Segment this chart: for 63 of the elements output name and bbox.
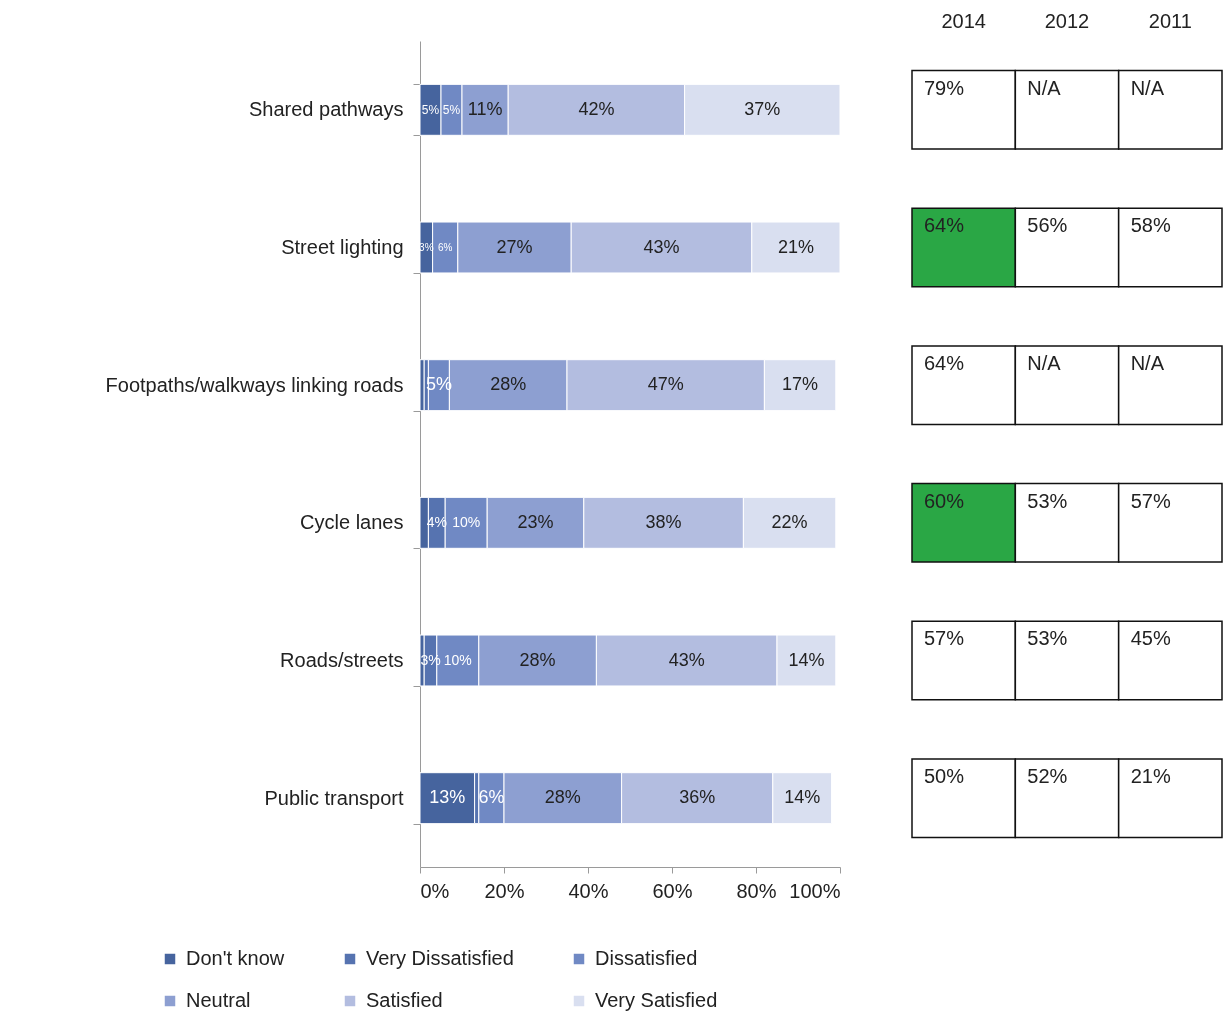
x-tick-label: 2011 <box>1148 9 1192 32</box>
legend-label: Very Satisfied <box>595 989 718 1011</box>
data-label: 45% <box>1130 627 1171 650</box>
x-tick-label: 40% <box>568 879 609 902</box>
data-label: 5% <box>421 102 440 117</box>
text: N/A <box>1130 351 1165 374</box>
data-label: 38% <box>645 511 682 532</box>
data-label: 14% <box>788 649 825 670</box>
legend-label: Don't know <box>186 947 285 969</box>
data-label: 36% <box>679 787 716 808</box>
x-tick-label: 60% <box>652 879 693 902</box>
y-tick-label: Footpaths/walkways linking roads <box>105 373 404 396</box>
data-label: 27% <box>496 236 533 257</box>
y-tick-label: Shared pathways <box>248 98 404 121</box>
text: N/A <box>1027 351 1061 374</box>
data-label: 47% <box>647 374 684 395</box>
data-label: 37% <box>744 98 781 119</box>
data-label: 21% <box>777 236 814 257</box>
data-label: 23% <box>517 511 554 532</box>
data-label: 22% <box>771 511 808 532</box>
x-tick-label: 20% <box>484 879 525 902</box>
data-label: 17% <box>782 374 819 395</box>
legend-label: Satisfied <box>366 989 443 1011</box>
data-label: 42% <box>578 98 615 119</box>
text: N/A <box>1027 76 1061 99</box>
data-label: 6% <box>437 241 453 253</box>
data-label: 79% <box>924 76 965 99</box>
data-label: 52% <box>1027 764 1068 787</box>
y-tick-label: Street lighting <box>281 236 404 258</box>
data-label: 10% <box>443 651 472 668</box>
data-label: 56% <box>1027 214 1068 237</box>
data-label: 53% <box>1027 627 1068 650</box>
data-label: 53% <box>1027 489 1068 512</box>
data-label: 11% <box>467 98 503 119</box>
y-tick-label: Cycle lanes <box>300 511 404 534</box>
data-label: 43% <box>668 649 705 670</box>
data-label: 28% <box>544 787 581 808</box>
x-tick-label: 100% <box>789 879 841 902</box>
data-label: 58% <box>1130 214 1171 237</box>
data-label: 43% <box>643 236 680 257</box>
y-tick-label: Public transport <box>264 786 404 809</box>
data-label: 60% <box>924 489 965 512</box>
x-tick-label: 80% <box>736 879 777 902</box>
text: N/A <box>1130 76 1165 99</box>
data-label: 10% <box>452 513 481 530</box>
data-label: 28% <box>490 374 527 395</box>
data-label: 57% <box>1130 489 1171 512</box>
data-label: 50% <box>924 764 965 787</box>
legend-label: Dissatisfied <box>595 947 698 969</box>
data-label: 64% <box>924 214 965 237</box>
data-label: 21% <box>1130 764 1171 787</box>
x-tick-label: 0% <box>420 879 450 902</box>
data-label: 13% <box>429 787 466 808</box>
y-tick-label: Roads/streets <box>280 649 404 671</box>
x-tick-label: 2014 <box>941 9 986 32</box>
legend-label: Neutral <box>186 989 251 1011</box>
data-label: 28% <box>519 649 556 670</box>
data-label: 64% <box>924 351 965 374</box>
x-tick-label: 2012 <box>1044 9 1090 32</box>
data-label: 5% <box>442 102 461 117</box>
data-label: 14% <box>784 787 821 808</box>
data-label: 57% <box>924 627 965 650</box>
legend-label: Very Dissatisfied <box>366 947 514 969</box>
